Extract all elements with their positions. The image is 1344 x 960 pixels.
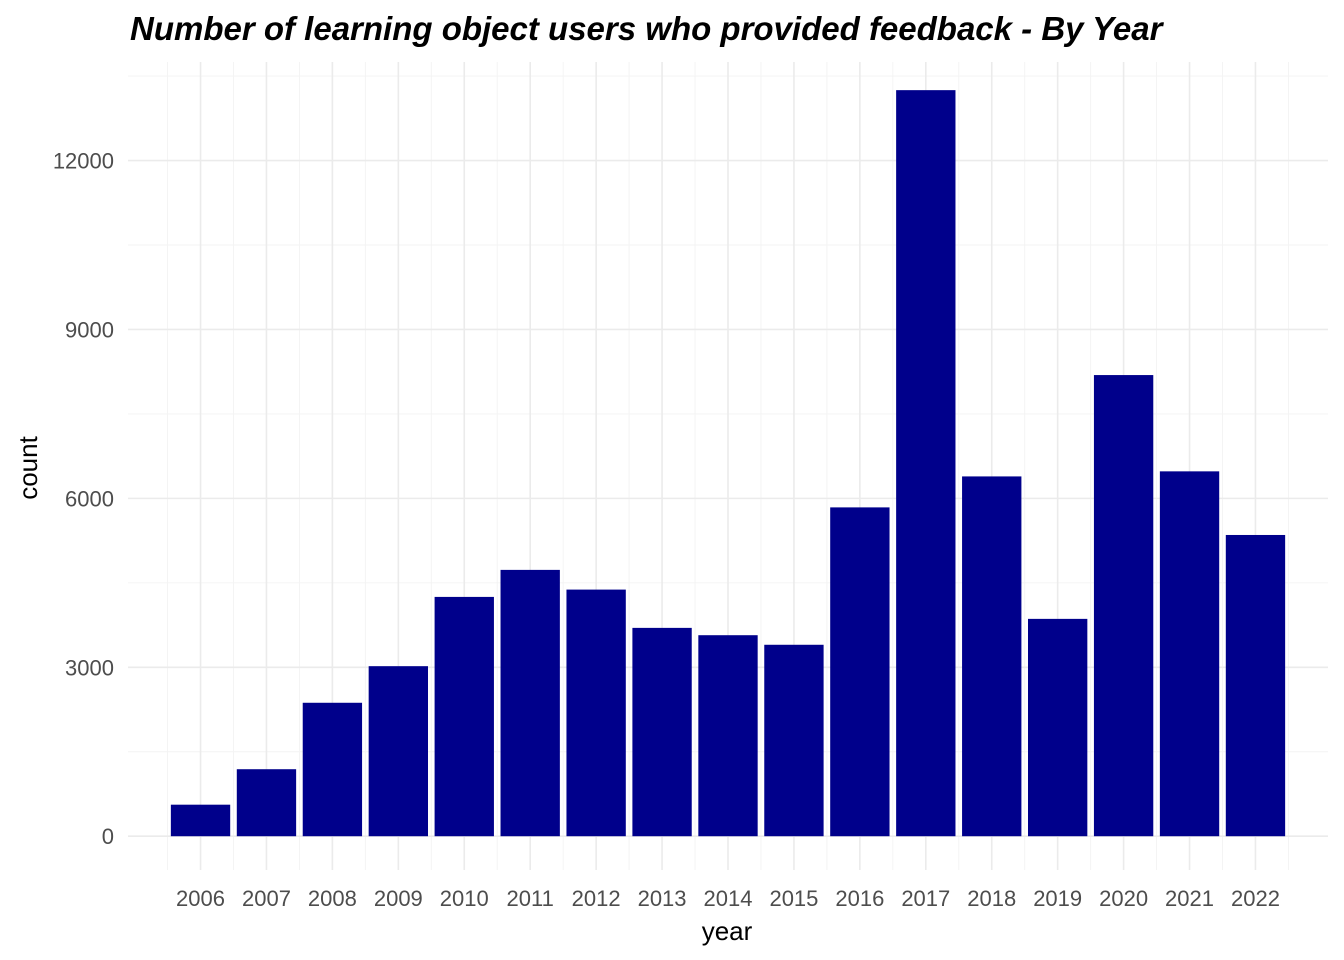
y-tick-label: 6000 (65, 486, 114, 511)
y-tick-label: 12000 (53, 149, 114, 174)
bars (170, 90, 1286, 837)
bar-2016 (830, 507, 890, 837)
bar-2017 (896, 90, 956, 837)
bar-2012 (566, 589, 626, 837)
x-tick-label: 2006 (176, 886, 225, 911)
x-tick-label: 2018 (967, 886, 1016, 911)
x-tick-label: 2008 (308, 886, 357, 911)
bar-2007 (236, 769, 297, 837)
x-tick-label: 2022 (1231, 886, 1280, 911)
bar-2011 (500, 569, 560, 837)
bar-2013 (632, 627, 692, 837)
x-axis-title: year (702, 916, 753, 946)
bar-2015 (764, 644, 824, 837)
y-tick-label: 9000 (65, 317, 114, 342)
x-tick-label: 2011 (507, 886, 554, 911)
y-axis-title: count (13, 435, 43, 499)
bar-2010 (434, 596, 494, 837)
y-tick-label: 3000 (65, 655, 114, 680)
x-tick-label: 2009 (374, 886, 423, 911)
bar-2009 (368, 666, 428, 837)
x-tick-label: 2010 (440, 886, 489, 911)
bar-2021 (1159, 471, 1220, 837)
x-tick-label: 2012 (572, 886, 621, 911)
x-tick-label: 2019 (1033, 886, 1082, 911)
bar-2008 (302, 702, 363, 837)
x-tick-label: 2013 (638, 886, 687, 911)
chart-title: Number of learning object users who prov… (130, 10, 1165, 47)
bar-2018 (962, 476, 1022, 837)
bar-2014 (698, 635, 758, 837)
x-tick-label: 2007 (242, 886, 291, 911)
x-tick-label: 2014 (704, 886, 753, 911)
x-tick-label: 2021 (1165, 886, 1214, 911)
bar-2019 (1028, 618, 1088, 837)
y-axis-ticks: 0 3000 6000 9000 12000 (53, 149, 114, 850)
y-tick-label: 0 (102, 824, 114, 849)
x-tick-label: 2020 (1099, 886, 1148, 911)
bar-2006 (170, 804, 231, 837)
x-tick-label: 2017 (901, 886, 950, 911)
x-axis-ticks: 2006 2007 2008 2009 2010 2011 2012 2013 2014 2015… (176, 886, 1280, 911)
x-tick-label: 2016 (835, 886, 884, 911)
x-tick-label: 2015 (769, 886, 818, 911)
bar-2022 (1225, 534, 1286, 837)
bar-2020 (1093, 375, 1154, 837)
